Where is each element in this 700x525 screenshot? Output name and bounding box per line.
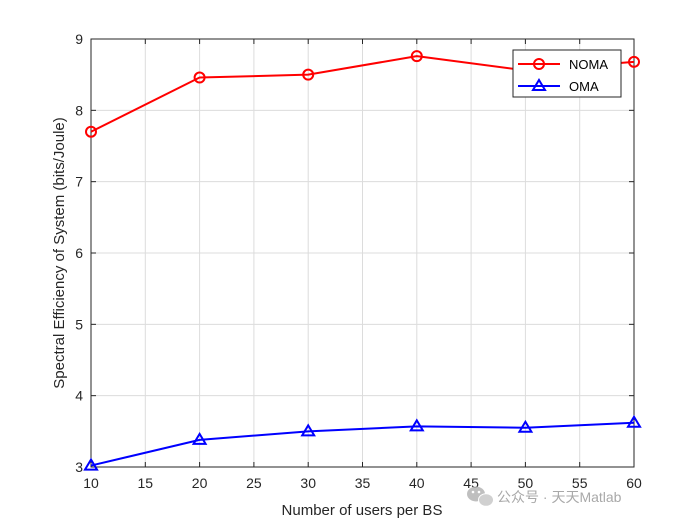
- watermark: 公众号 · 天天Matlab: [467, 486, 622, 507]
- grid-lines: [90, 38, 635, 468]
- x-tick-label: 25: [246, 475, 262, 491]
- legend-box: [512, 49, 622, 98]
- wechat-icon: [467, 486, 494, 507]
- data-point-noma: [302, 68, 315, 81]
- x-axis-label: Number of users per BS: [282, 502, 443, 519]
- x-tick-label: 60: [626, 475, 642, 491]
- x-tick-label: 40: [409, 475, 425, 491]
- legend-marker-noma: [533, 58, 545, 70]
- x-tick-label: 10: [83, 475, 99, 491]
- x-tick-label: 55: [572, 475, 588, 491]
- data-point-oma: [191, 431, 208, 445]
- y-tick-label: 8: [75, 102, 83, 118]
- data-point-noma: [628, 55, 640, 68]
- data-point-oma: [517, 419, 534, 433]
- x-tick-label: 35: [355, 475, 371, 491]
- x-tick-label: 15: [138, 475, 154, 491]
- y-axis-label: Spectral Efficiency of System (bits/Joul…: [51, 117, 68, 389]
- y-tick-label: 3: [75, 459, 83, 475]
- legend-entry-oma: OMA: [518, 78, 599, 94]
- legend-label-oma: OMA: [569, 79, 599, 94]
- data-point-oma: [626, 414, 642, 428]
- legend-label-noma: NOMA: [569, 57, 608, 72]
- x-tick-label: 20: [192, 475, 208, 491]
- data-point-noma: [410, 50, 423, 63]
- y-tick-label: 5: [75, 316, 83, 332]
- legend-entry-noma: NOMA: [518, 57, 608, 72]
- series-oma: [83, 414, 642, 471]
- data-point-noma: [85, 125, 97, 138]
- data-point-oma: [300, 423, 316, 437]
- legend: NOMA OMA: [512, 49, 622, 98]
- x-tick-label: 50: [518, 475, 534, 491]
- x-tick-label: 30: [300, 475, 316, 491]
- y-tick-label: 4: [75, 388, 83, 404]
- data-point-oma: [83, 457, 99, 471]
- data-point-oma: [409, 418, 425, 432]
- series-line-oma: [90, 421, 635, 467]
- y-tick-label: 6: [75, 245, 83, 261]
- legend-marker-oma: [531, 78, 547, 91]
- y-tick-label: 7: [75, 174, 83, 190]
- y-tick-label: 9: [75, 31, 83, 47]
- data-point-noma: [193, 71, 206, 84]
- watermark-text: 公众号 · 天天Matlab: [497, 489, 622, 505]
